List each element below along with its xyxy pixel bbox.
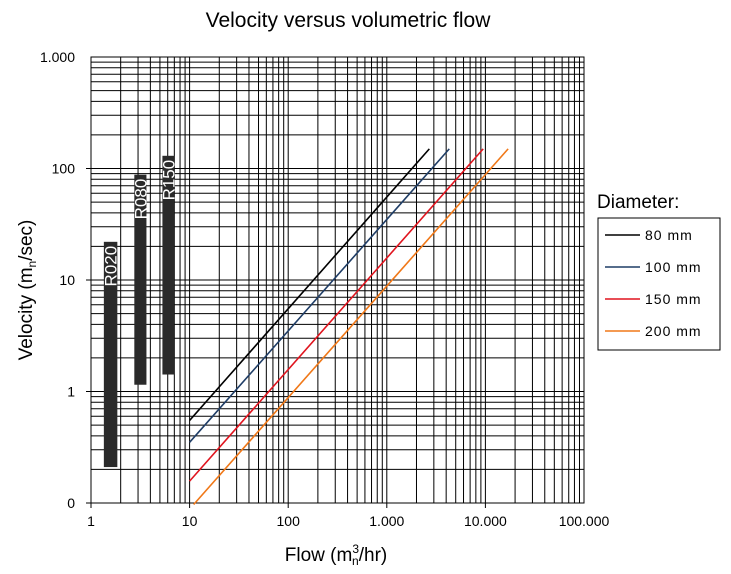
legend-title: Diameter: <box>597 192 679 213</box>
range-bar-r080 <box>134 174 147 385</box>
y-tick-label: 1.000 <box>40 49 75 65</box>
x-axis-label-sup: 3 <box>352 542 359 556</box>
x-axis-label-sub: n <box>352 554 359 568</box>
range-bar-r150 <box>162 155 175 375</box>
y-tick-labels: 0 1 10 100 1.000 <box>40 49 75 511</box>
y-axis-label-end: /sec) <box>16 220 37 261</box>
x-tick-label: 10 <box>182 513 198 529</box>
y-tick-label: 10 <box>59 272 75 288</box>
legend: 80 mm 100 mm 150 mm 200 mm <box>597 217 721 351</box>
series-lines <box>189 148 509 506</box>
range-bar-label: R080 <box>131 179 150 220</box>
x-axis-label: Flow (m3 n/hr) <box>285 542 387 568</box>
series-line <box>193 148 509 506</box>
legend-box <box>597 217 721 351</box>
y-axis-label-main: Velocity (m <box>16 267 37 360</box>
legend-entry: 100 mm <box>645 259 702 275</box>
legend-entry: 80 mm <box>645 227 693 243</box>
series-line <box>189 148 450 443</box>
x-tick-label: 100.000 <box>559 513 610 529</box>
grid-lines <box>86 57 584 508</box>
legend-entry: 200 mm <box>645 323 702 339</box>
y-tick-label: 0 <box>67 495 75 511</box>
x-tick-label: 100 <box>277 513 301 529</box>
series-line <box>189 148 430 421</box>
x-axis-label-end: /hr) <box>359 545 388 566</box>
range-bar-label: R020 <box>102 246 121 287</box>
y-tick-label: 100 <box>52 161 76 177</box>
y-axis-label: Velocity (mn/sec) <box>16 220 39 361</box>
x-tick-label: 1 <box>87 513 95 529</box>
y-axis-label-sub: n <box>25 261 39 268</box>
legend-entry: 150 mm <box>645 291 702 307</box>
chart-title: Velocity versus volumetric flow <box>206 9 492 32</box>
x-axis-label-main: Flow (m <box>285 545 353 566</box>
plot-area-frame <box>90 56 585 504</box>
y-tick-label: 1 <box>67 384 75 400</box>
x-tick-label: 1.000 <box>369 513 404 529</box>
range-bar-r020 <box>103 241 118 468</box>
range-bars: R020 R080 R150 <box>102 155 178 468</box>
x-tick-label: 10.000 <box>464 513 507 529</box>
range-bar-label: R150 <box>159 160 178 201</box>
series-line <box>189 148 484 482</box>
x-tick-labels: 1 10 100 1.000 10.000 100.000 <box>87 513 609 529</box>
